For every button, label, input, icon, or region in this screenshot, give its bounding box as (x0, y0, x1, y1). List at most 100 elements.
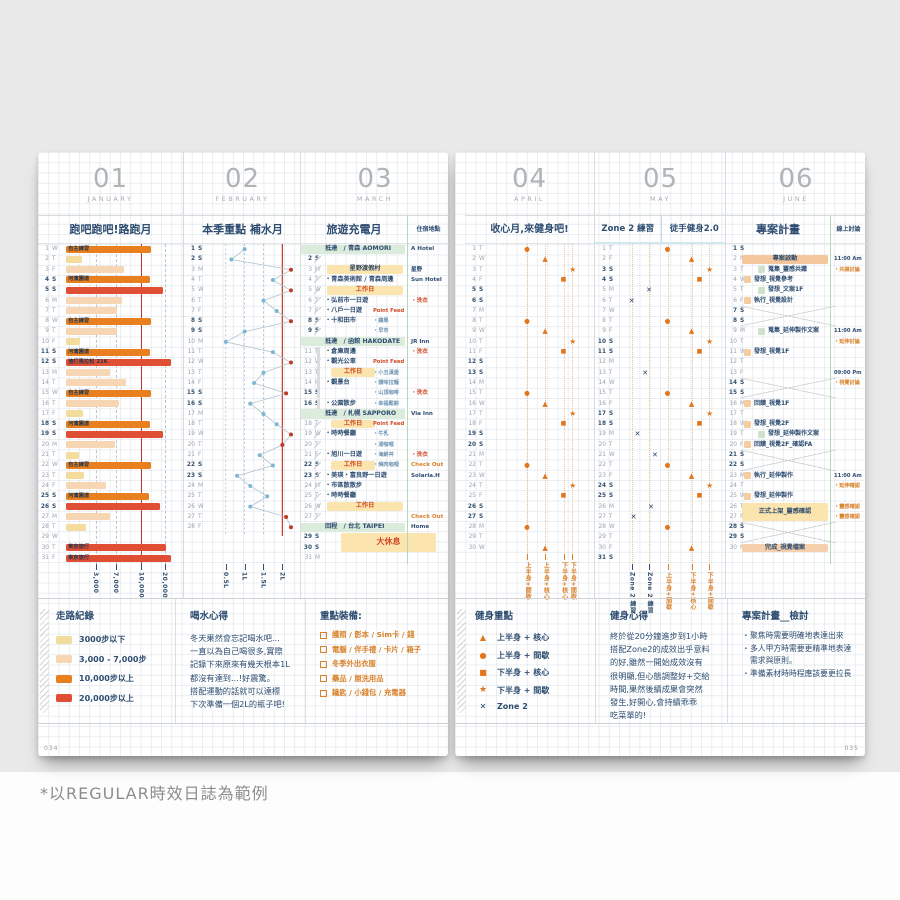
fitness-legend-item: ★ 下半身 + 間歇 (475, 685, 587, 696)
day-number: 26 (187, 503, 195, 510)
bar-area (66, 286, 177, 294)
day-number: 12 (304, 359, 312, 366)
weekday-letter: F (740, 369, 744, 376)
bar-label: 自主練習 (68, 317, 90, 324)
weekday-letter: T (479, 338, 483, 345)
task-band: 正式上架_靈感確認 (742, 502, 828, 522)
step-bar: 自主練習 (66, 317, 152, 325)
day-number: 20 (187, 441, 195, 448)
weekday-letter: F (479, 349, 483, 355)
march-title-row: 旅遊充電月 住宿地點 (301, 216, 449, 244)
bar-label: 自主練習 (68, 389, 90, 396)
gear-item: 鑰匙 / 小錢包 / 充電器 (320, 688, 440, 698)
triangle-icon: ▲ (688, 543, 695, 552)
day-row: 16 T (38, 399, 183, 409)
day-number: 10 (468, 338, 476, 345)
task-chip (744, 420, 751, 428)
day-row: 10 M (184, 337, 301, 347)
bar-area: 河濱園道 (66, 276, 177, 284)
weekday-letter: T (609, 534, 613, 541)
weekday-letter: S (609, 482, 614, 489)
day-number: 19 (598, 431, 606, 438)
day-row: 10 F (38, 337, 183, 347)
day-number: 25 (468, 493, 476, 500)
itinerary-text: ・觀光公車 (325, 358, 356, 366)
bar-area (66, 534, 177, 541)
step-bar: 東京旅行 (66, 554, 172, 562)
step-bar (66, 369, 111, 377)
weekday-letter: W (52, 318, 58, 325)
axis-label: 7,000 (111, 572, 119, 594)
weekday-letter: S (609, 349, 614, 355)
day-row: 27 S (465, 512, 594, 522)
axis-tick (545, 554, 547, 560)
day-number: 11 (187, 349, 195, 355)
stay-slash-mark (314, 327, 321, 335)
gear-item: 電腦 / 伴手禮 / 卡片 / 箱子 (320, 645, 440, 655)
day-number: 16 (186, 400, 195, 407)
day-row: 21 F (184, 450, 301, 460)
axis-label: 上半身+間歇 (664, 572, 672, 611)
weekday-letter: S (479, 513, 484, 520)
day-row: 17 S ★ (595, 409, 726, 419)
day-row: 20 T (184, 440, 301, 450)
day-number: 13 (304, 369, 312, 376)
day-number: 13 (187, 369, 195, 376)
review-bullet: ・聚焦時需要明確地表達出來 (742, 630, 857, 643)
bar-area: 自主練習 (66, 317, 177, 325)
icon-column-guide (709, 244, 711, 564)
day-row: 20 T (595, 440, 726, 450)
weekday-letter: T (198, 349, 202, 355)
day-number: 20 (598, 441, 606, 448)
bar-area: 渣打馬拉松 21K (66, 358, 177, 366)
day-number: 3 (601, 266, 606, 273)
day-number: 18 (597, 421, 606, 428)
note-line: 一直以為自己喝很多,實際 (190, 646, 283, 657)
month-name: JANUARY (87, 195, 134, 203)
day-number: 7 (45, 307, 49, 314)
workday-highlight: 工作日 (331, 461, 375, 470)
day-number: 12 (729, 359, 737, 366)
day-number: 28 (728, 524, 737, 531)
bar-area (66, 379, 177, 387)
day-row: 26 W (184, 502, 301, 512)
axis-tick (164, 564, 166, 570)
day-number: 13 (467, 369, 476, 376)
day-number: 3 (191, 266, 195, 273)
stay-location: JR Inn (411, 338, 430, 345)
day-number: 29 (468, 534, 476, 541)
day-number: 20 (41, 441, 49, 448)
weekday-letter: M (609, 431, 615, 438)
day-number: 8 (602, 318, 606, 325)
note-line: 的好,雖然一開始成效沒有 (610, 657, 703, 668)
day-number: 15 (728, 390, 737, 397)
day-row: 24 S ★ (595, 481, 726, 491)
month-number: 06 (778, 164, 814, 194)
page-number-left: 034 (44, 745, 59, 752)
day-number: 23 (598, 472, 606, 479)
square-icon: ■ (560, 420, 567, 428)
stay-location: Via Inn (411, 410, 433, 417)
bar-area: 河濱園道 (66, 348, 177, 356)
bar-label: 河濱園道 (68, 276, 90, 283)
day-number: 14 (41, 379, 49, 386)
weekday-letter: F (198, 307, 202, 314)
weekday-letter: F (52, 410, 56, 417)
day-number: 6 (471, 297, 476, 304)
bar-label: 渣打馬拉松 21K (68, 358, 108, 365)
triangle-icon: ▲ (479, 633, 487, 642)
month-name: MARCH (356, 195, 394, 203)
day-number: 5 (471, 287, 476, 294)
review-text: 準備素材時時程應該要更拉長 (750, 668, 852, 678)
step-bar (66, 410, 83, 418)
weekday-letter: F (198, 452, 202, 458)
june-title-row: 專案計畫 線上討論 (726, 216, 866, 244)
itinerary-note: ・海鮮丼 (373, 452, 394, 458)
weekday-letter: T (52, 379, 56, 386)
weekday-letter: F (198, 379, 202, 386)
day-row: 13 S (465, 368, 594, 378)
stay-location: ・洗衣 (411, 349, 428, 355)
day-number: 19 (187, 431, 195, 438)
month-name: MAY (649, 195, 672, 203)
